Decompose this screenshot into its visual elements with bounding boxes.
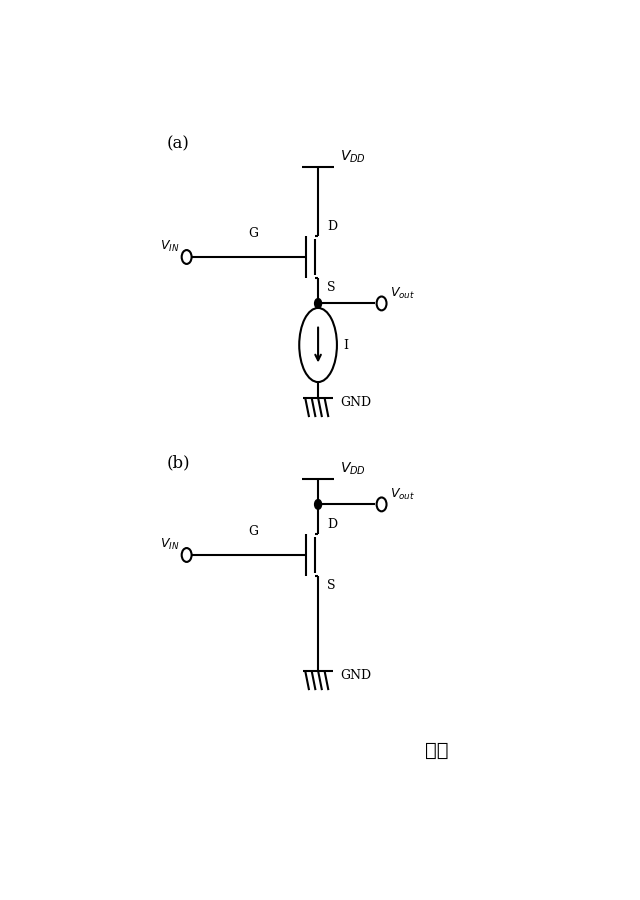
Text: (b): (b): [167, 454, 191, 472]
Text: $V_{IN}$: $V_{IN}$: [160, 239, 179, 254]
Text: (a): (a): [167, 136, 189, 153]
Circle shape: [182, 548, 191, 562]
Text: $V_{out}$: $V_{out}$: [390, 487, 415, 501]
Text: 図５: 図５: [426, 742, 449, 760]
Text: $V_{DD}$: $V_{DD}$: [340, 460, 367, 477]
Text: $V_{IN}$: $V_{IN}$: [160, 537, 179, 553]
Text: GND: GND: [340, 670, 372, 682]
Circle shape: [376, 296, 387, 310]
Circle shape: [315, 500, 321, 509]
Text: $V_{DD}$: $V_{DD}$: [340, 148, 367, 165]
Text: S: S: [327, 281, 335, 293]
Text: S: S: [327, 579, 335, 591]
Text: GND: GND: [340, 396, 372, 410]
Text: I: I: [343, 338, 348, 352]
Text: $V_{out}$: $V_{out}$: [390, 285, 415, 301]
Text: D: D: [327, 518, 337, 531]
Text: G: G: [249, 525, 259, 537]
Text: D: D: [327, 220, 337, 233]
Circle shape: [315, 299, 321, 309]
Circle shape: [182, 250, 191, 264]
Circle shape: [376, 498, 387, 511]
Text: G: G: [249, 227, 259, 239]
